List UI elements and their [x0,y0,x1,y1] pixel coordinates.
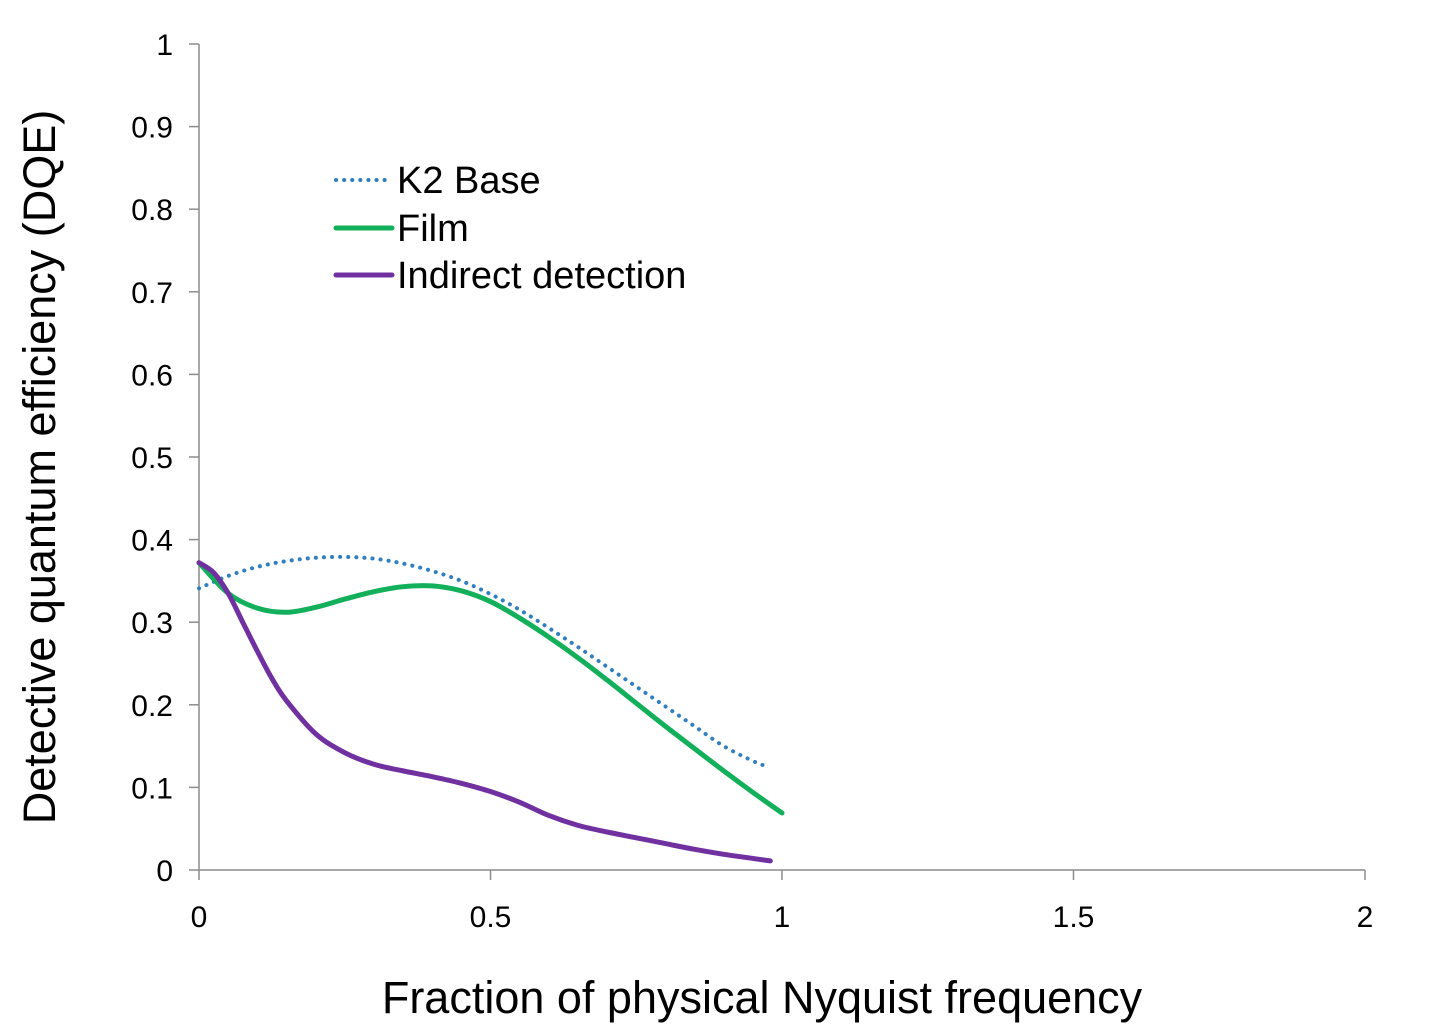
x-tick-label: 0 [191,901,208,934]
y-tick-label: 1 [156,29,173,62]
y-tick-label: 0.3 [131,607,173,640]
y-tick-label: 0.8 [131,194,173,227]
y-tick-label: 0.7 [131,277,173,310]
plot-area: 0 0.1 0.2 0.3 0.4 0.5 0.6 0.7 0.8 0.9 1 0 0.5 1 1.5 2 [131,29,1373,934]
y-tick-label: 0 [156,855,173,888]
y-tick-label: 0.4 [131,525,173,558]
y-tick-label: 0.1 [131,772,173,805]
series-lines [196,554,785,864]
y-axis-title: Detective quantum efficiency (DQE) [14,110,65,824]
y-tick-label: 0.9 [131,112,173,145]
legend-label: K2 Base [397,160,541,202]
y-tick-label: 0.2 [131,690,173,723]
y-tick-label: 0.5 [131,442,173,475]
series-line-k2-base [197,554,770,769]
x-tick-label: 1.5 [1053,901,1095,934]
series-line-film [196,560,785,816]
legend: K2 Base Film Indirect detection [333,160,686,297]
x-tick-label: 0.5 [470,901,512,934]
x-axis-title: Fraction of physical Nyquist frequency [382,972,1143,1023]
legend-label: Film [397,208,469,250]
x-ticks: 0 0.5 1 1.5 2 [191,870,1374,934]
x-tick-label: 1 [774,901,791,934]
y-ticks: 0 0.1 0.2 0.3 0.4 0.5 0.6 0.7 0.8 0.9 1 [131,29,199,888]
x-tick-label: 2 [1357,901,1374,934]
legend-label: Indirect detection [397,255,686,297]
series-line-indirect-detection [196,560,773,864]
y-tick-label: 0.6 [131,359,173,392]
